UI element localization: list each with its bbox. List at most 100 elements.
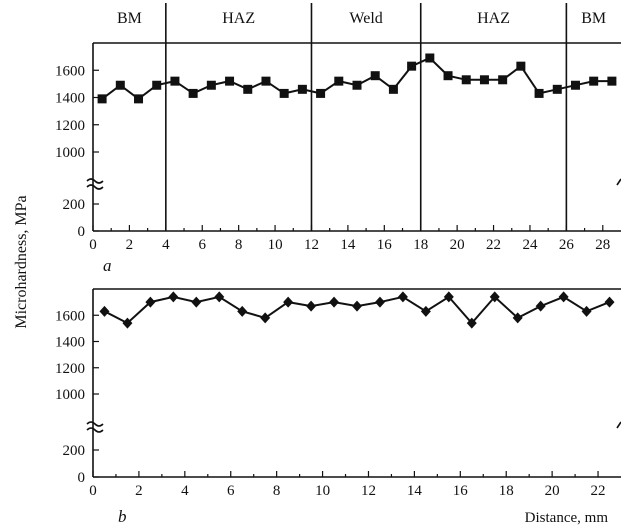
data-point-diamond [145, 296, 156, 308]
x-tick-label: 0 [89, 237, 97, 253]
y-tick-label: 1000 [55, 145, 85, 161]
data-point-diamond [306, 300, 317, 312]
x-tick-label: 22 [486, 237, 501, 253]
y-tick-label: 0 [78, 224, 86, 240]
y-tick-label: 200 [63, 197, 86, 213]
data-point-square [170, 76, 180, 86]
zone-label: BM [117, 10, 142, 27]
data-point-square [188, 88, 198, 98]
x-tick-label: 8 [235, 237, 243, 253]
x-tick-label: 20 [450, 237, 465, 253]
y-tick-label: 1200 [55, 361, 85, 377]
data-point-diamond [512, 312, 523, 324]
x-tick-label: 14 [407, 483, 423, 499]
data-point-diamond [489, 291, 500, 303]
data-point-square [115, 80, 125, 90]
data-point-square [498, 75, 508, 85]
x-tick-label: 12 [361, 483, 376, 499]
data-point-square [570, 80, 580, 90]
x-tick-label: 16 [453, 483, 469, 499]
data-point-square [97, 94, 107, 104]
data-point-diamond [122, 317, 133, 329]
data-point-square [388, 84, 398, 94]
zone-label: Weld [349, 10, 382, 27]
x-tick-label: 12 [304, 237, 319, 253]
x-tick-label: 6 [198, 237, 206, 253]
data-point-square [225, 76, 235, 86]
data-point-diamond [168, 291, 179, 303]
panel-label: a [103, 256, 112, 275]
y-tick-label: 1000 [55, 387, 85, 403]
data-point-square [425, 53, 435, 63]
x-tick-label: 22 [591, 483, 606, 499]
data-point-square [370, 71, 380, 81]
x-tick-label: 18 [413, 237, 428, 253]
data-point-diamond [352, 300, 362, 312]
y-tick-label: 1600 [55, 63, 85, 79]
x-tick-label: 24 [522, 237, 538, 253]
x-tick-label: 2 [126, 237, 134, 253]
x-tick-label: 16 [377, 237, 393, 253]
y-tick-label: 0 [78, 470, 86, 486]
data-point-square [243, 84, 253, 94]
data-point-diamond [397, 291, 408, 303]
x-tick-label: 10 [268, 237, 283, 253]
x-tick-label: 28 [595, 237, 610, 253]
data-point-square [152, 80, 162, 90]
data-point-square [279, 88, 289, 98]
y-tick-label: 1400 [55, 91, 85, 107]
data-point-diamond [260, 312, 271, 324]
data-point-diamond [99, 305, 110, 317]
data-point-square [443, 71, 453, 81]
y-tick-label: 1200 [55, 118, 85, 134]
data-point-diamond [581, 305, 592, 317]
zone-label: BM [581, 10, 606, 27]
x-tick-label: 6 [227, 483, 235, 499]
y-tick-label: 1600 [55, 308, 85, 324]
data-point-diamond [214, 291, 225, 303]
right-break-mark [616, 421, 621, 429]
data-point-diamond [191, 296, 202, 308]
data-point-square [516, 61, 526, 71]
data-point-square [297, 84, 307, 94]
data-point-square [206, 80, 216, 90]
data-point-diamond [237, 305, 248, 317]
data-point-diamond [604, 296, 615, 308]
x-tick-label: 4 [162, 237, 170, 253]
y-axis-break-mark [86, 178, 104, 190]
chart-panel-b: 0 200 1000 1200 1400 1600 0 2 4 6 8 10 12 14 16 18 20 22 b… [55, 288, 621, 526]
x-axis-label: Distance, mm [525, 510, 609, 526]
data-point-square [607, 76, 617, 86]
data-point-diamond [466, 317, 477, 329]
x-tick-label: 4 [181, 483, 189, 499]
y-tick-label: 200 [63, 443, 86, 459]
data-point-square [407, 61, 417, 71]
y-axis-label: Microhardness, MPa [13, 195, 30, 328]
data-point-square [552, 84, 562, 94]
data-point-diamond [443, 291, 454, 303]
data-point-square [261, 76, 271, 86]
panel-label: b [118, 507, 127, 526]
data-point-diamond [535, 300, 546, 312]
x-tick-label: 20 [545, 483, 560, 499]
data-point-diamond [283, 296, 294, 308]
data-point-square [479, 75, 489, 85]
x-tick-label: 2 [135, 483, 143, 499]
data-point-square [316, 88, 326, 98]
x-tick-label: 14 [340, 237, 356, 253]
data-point-square [334, 76, 344, 86]
data-point-square [534, 88, 544, 98]
data-point-diamond [374, 296, 385, 308]
data-point-square [352, 80, 362, 90]
data-point-diamond [329, 296, 340, 308]
y-tick-label: 1400 [55, 335, 85, 351]
data-point-square [134, 94, 144, 104]
x-tick-label: 26 [559, 237, 575, 253]
data-point-square [461, 75, 471, 85]
x-tick-label: 18 [499, 483, 514, 499]
x-tick-label: 0 [89, 483, 97, 499]
data-point-diamond [558, 291, 569, 303]
x-tick-label: 8 [273, 483, 281, 499]
